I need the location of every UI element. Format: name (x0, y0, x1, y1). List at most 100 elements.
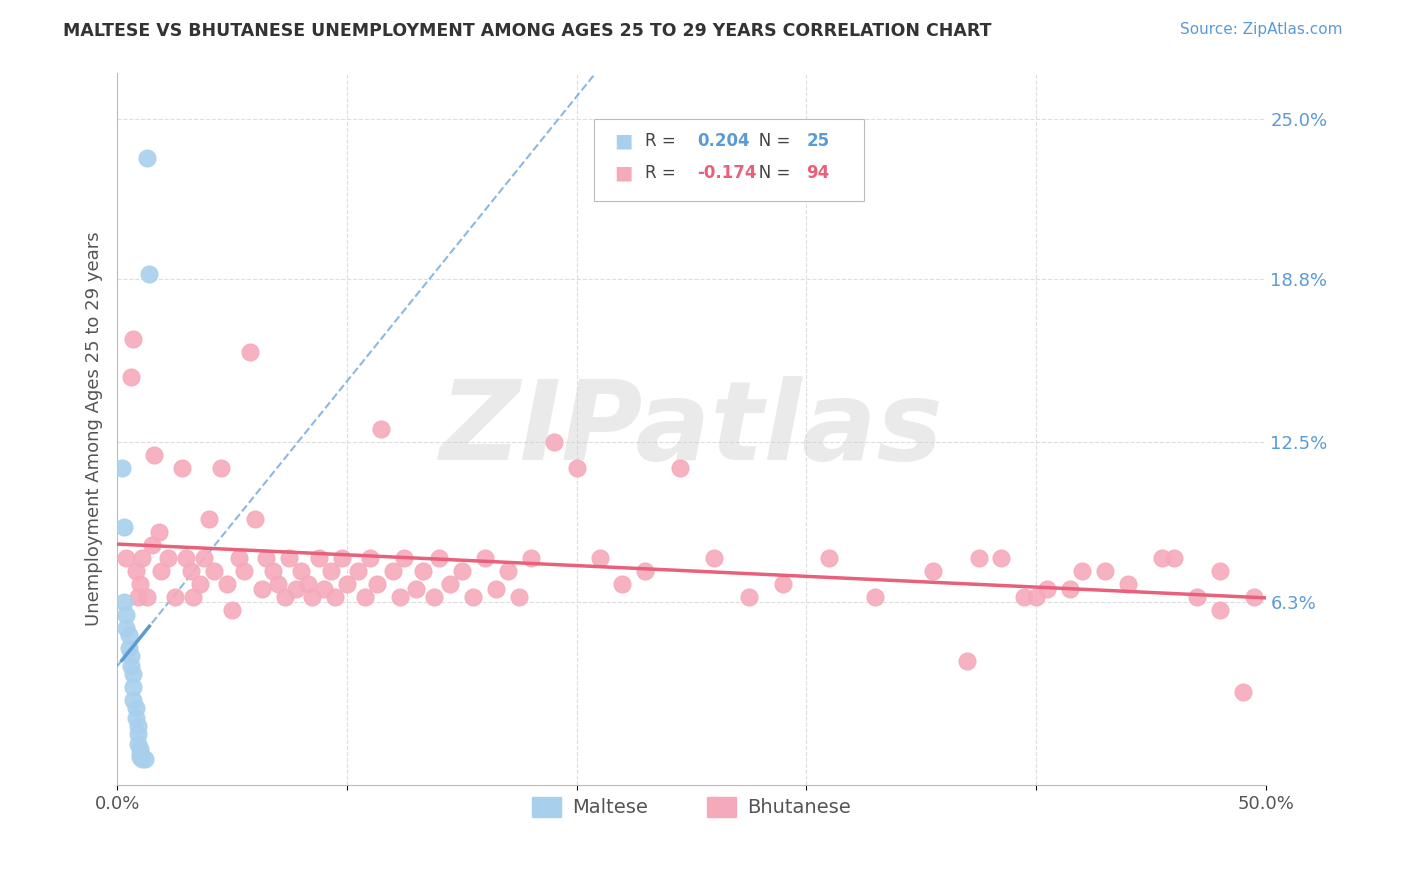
Point (181, 590, 204, 604)
Point (612, 577, 634, 591)
Point (122, 680, 145, 694)
Point (131, 749, 153, 764)
Text: 0.204: 0.204 (697, 132, 749, 150)
Point (1152, 551, 1174, 566)
Point (127, 719, 149, 733)
Point (267, 577, 290, 591)
Point (1116, 577, 1139, 591)
Point (669, 460, 692, 475)
Point (463, 590, 485, 604)
Point (508, 590, 530, 604)
Point (921, 564, 943, 578)
Point (188, 577, 211, 591)
Point (1025, 590, 1047, 604)
Point (967, 551, 990, 566)
Text: ■: ■ (614, 163, 633, 182)
Point (366, 577, 388, 591)
Point (1094, 564, 1116, 578)
Text: N =: N = (744, 132, 796, 150)
Point (180, 564, 202, 578)
Point (297, 577, 319, 591)
Point (148, 525, 170, 540)
Point (278, 551, 301, 566)
Point (381, 564, 404, 578)
Point (120, 659, 142, 673)
Legend: Maltese, Bhutanese: Maltese, Bhutanese (524, 789, 859, 825)
Point (202, 564, 225, 578)
Point (142, 448, 165, 462)
Point (129, 747, 152, 761)
Point (111, 460, 134, 475)
Point (118, 628, 141, 642)
Point (138, 267, 160, 281)
Point (131, 752, 153, 766)
Y-axis label: Unemployment Among Ages 25 to 29 years: Unemployment Among Ages 25 to 29 years (86, 232, 103, 626)
Point (772, 577, 794, 591)
Text: R =: R = (645, 132, 682, 150)
Point (565, 460, 588, 475)
Point (1059, 582, 1081, 596)
Point (124, 711, 146, 725)
Point (388, 590, 411, 604)
Point (485, 582, 508, 596)
Point (122, 332, 145, 346)
Point (990, 551, 1012, 566)
Point (221, 602, 243, 616)
Text: Source: ZipAtlas.com: Source: ZipAtlas.com (1180, 22, 1343, 37)
Point (120, 370, 142, 384)
Point (347, 564, 370, 578)
Point (127, 737, 149, 751)
Point (129, 577, 152, 591)
Point (232, 564, 254, 578)
Point (738, 590, 761, 604)
Point (209, 460, 232, 475)
Point (290, 564, 312, 578)
Point (1163, 551, 1185, 566)
Point (308, 551, 330, 566)
Point (370, 422, 392, 436)
Point (301, 590, 323, 604)
Point (250, 582, 273, 596)
Point (336, 577, 359, 591)
Point (312, 582, 335, 596)
Point (543, 434, 565, 449)
Point (239, 344, 262, 359)
Point (405, 582, 427, 596)
Text: N =: N = (744, 163, 796, 182)
Point (325, 590, 347, 604)
Point (319, 564, 342, 578)
Text: ■: ■ (614, 131, 633, 150)
Point (863, 590, 886, 604)
Point (228, 551, 250, 566)
Point (703, 551, 725, 566)
Point (127, 726, 149, 740)
Point (274, 590, 297, 604)
Point (412, 564, 434, 578)
Text: MALTESE VS BHUTANESE UNEMPLOYMENT AMONG AGES 25 TO 29 YEARS CORRELATION CHART: MALTESE VS BHUTANESE UNEMPLOYMENT AMONG … (63, 22, 991, 40)
Point (124, 564, 146, 578)
Point (1208, 602, 1230, 616)
Point (163, 590, 186, 604)
Point (115, 551, 138, 566)
Point (170, 460, 193, 475)
Point (136, 151, 159, 165)
Point (394, 551, 416, 566)
Point (427, 551, 450, 566)
Point (588, 551, 610, 566)
Point (129, 742, 152, 756)
Point (330, 551, 353, 566)
Point (256, 551, 278, 566)
Point (519, 551, 541, 566)
Point (156, 551, 179, 566)
Point (496, 564, 519, 578)
FancyBboxPatch shape (593, 120, 863, 202)
Point (118, 641, 141, 656)
Point (149, 564, 172, 578)
Point (124, 700, 146, 714)
Point (956, 654, 979, 668)
Point (115, 621, 138, 635)
Point (136, 590, 159, 604)
Point (450, 564, 472, 578)
Point (193, 551, 215, 566)
Point (818, 551, 841, 566)
